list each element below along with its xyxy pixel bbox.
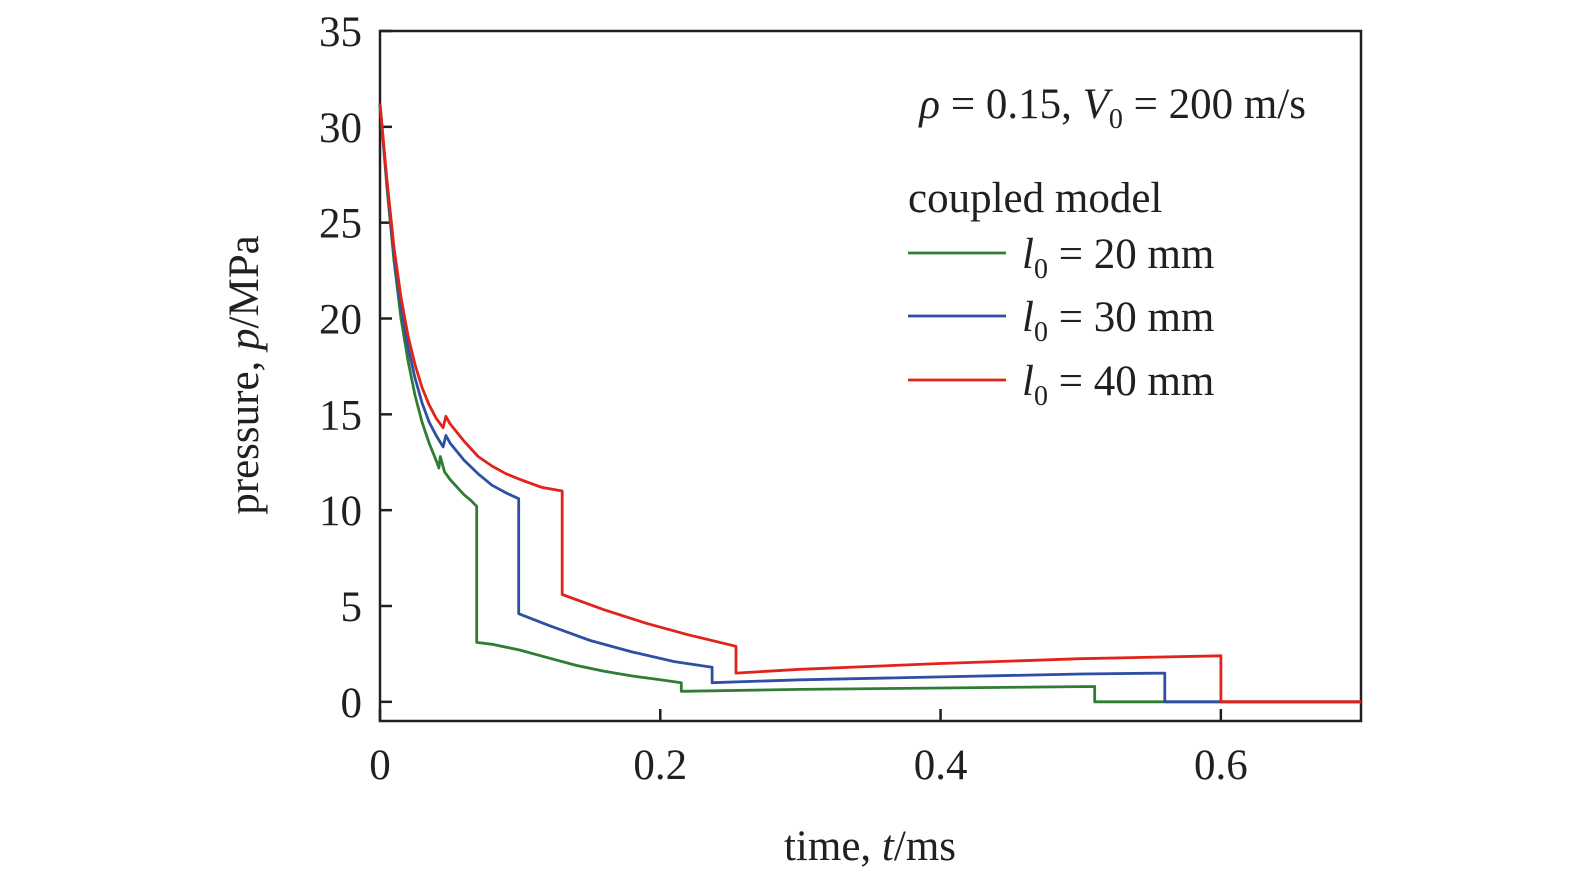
- y-tick-label: 35: [319, 9, 362, 56]
- x-axis-label-prefix: time,: [784, 823, 882, 870]
- plot-frame: [378, 29, 1363, 723]
- legend: coupled model l0 = 20 mm l0 = 30 mm l0 = 4…: [908, 175, 1214, 412]
- y-tick-label: 20: [319, 297, 362, 344]
- legend-label-2: l0 = 30 mm: [1022, 294, 1214, 348]
- x-tick-label: 0: [369, 742, 391, 789]
- y-tick-label: 0: [341, 680, 363, 727]
- series-line-1: [378, 103, 1361, 704]
- x-tick-label: 0.4: [914, 742, 968, 789]
- y-axis-label-suffix: /MPa: [221, 235, 268, 328]
- y-tick-label: 25: [319, 201, 362, 248]
- annotation-v-symbol: V: [1083, 81, 1114, 128]
- annotation-rho-text: = 0.15,: [940, 81, 1083, 128]
- y-axis-label-prefix: pressure,: [221, 350, 268, 515]
- annotation-v-text: = 200 m/s: [1123, 81, 1306, 128]
- legend-label-3: l0 = 40 mm: [1022, 358, 1214, 412]
- y-tick-label: 15: [319, 392, 362, 439]
- series-line-2: [378, 103, 1361, 704]
- legend-label-1: l0 = 20 mm: [1022, 231, 1214, 285]
- x-tick-label: 0.2: [633, 742, 687, 789]
- x-axis-label-var: t: [882, 823, 895, 870]
- condition-annotation: ρ = 0.15, V0 = 200 m/s: [917, 81, 1306, 135]
- y-tick-label: 5: [341, 584, 363, 631]
- y-axis-label: pressure, p/MPa: [221, 235, 268, 514]
- x-axis-label: time, t/ms: [784, 823, 956, 870]
- y-axis-label-var: p: [221, 328, 268, 353]
- y-tick-label: 30: [319, 105, 362, 152]
- annotation-rho-symbol: ρ: [917, 81, 940, 128]
- x-axis: 0 0.2 0.4 0.6: [369, 709, 1248, 789]
- x-axis-label-suffix: /ms: [894, 823, 956, 870]
- plot-border: [378, 29, 1363, 723]
- annotation-v-subscript: 0: [1109, 104, 1123, 135]
- legend-title: coupled model: [908, 175, 1162, 222]
- series-line-3: [378, 103, 1361, 704]
- series-lines: [378, 103, 1361, 704]
- x-tick-label: 0.6: [1194, 742, 1248, 789]
- y-tick-label: 10: [319, 488, 362, 535]
